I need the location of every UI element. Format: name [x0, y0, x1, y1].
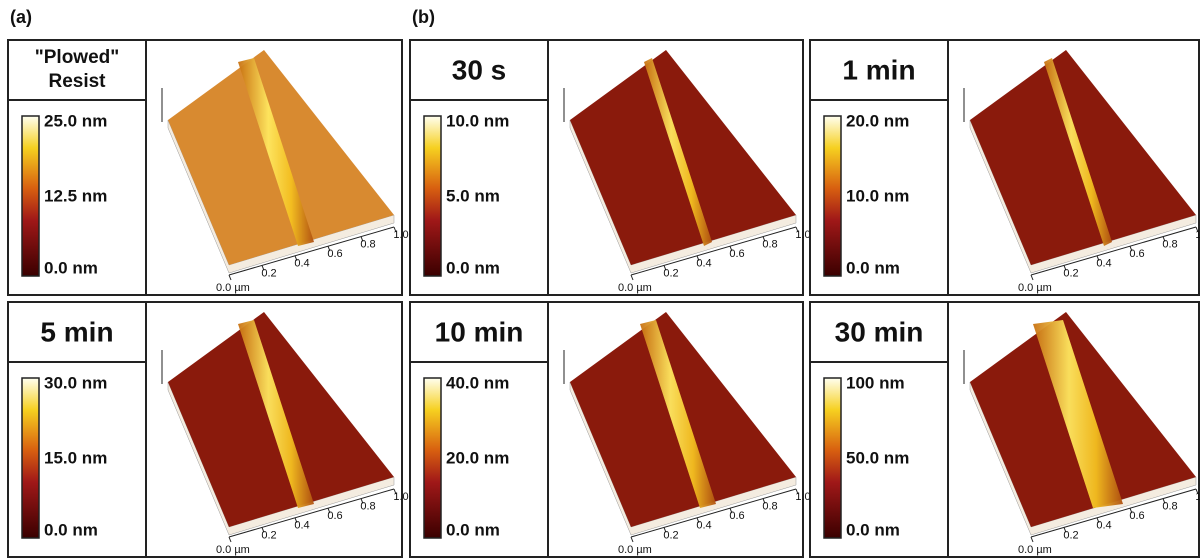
scale-min: 0.0 nm: [446, 520, 500, 539]
axis-label: 1.0: [795, 229, 810, 241]
axis-tick: [1031, 275, 1033, 280]
scale-min: 0.0 nm: [44, 520, 98, 539]
panel-title: 30 min: [835, 316, 924, 347]
color-bar: [22, 378, 39, 538]
scale-min: 0.0 nm: [846, 520, 900, 539]
panel-title: 5 min: [40, 316, 113, 347]
panel-title: 10 min: [435, 316, 524, 347]
axis-label: 0.2: [663, 267, 678, 279]
panel-title: 30 s: [452, 54, 507, 85]
scale-mid: 12.5 nm: [44, 186, 107, 205]
axis-label: 0.6: [1129, 510, 1144, 522]
scale-min: 0.0 nm: [446, 258, 500, 277]
axis-label: 0.2: [261, 529, 276, 541]
axis-label: 0.0 µm: [1018, 282, 1052, 294]
axis-label: 0.0 µm: [1018, 544, 1052, 556]
axis-label: 0.8: [762, 239, 777, 251]
panel-title: 1 min: [842, 54, 915, 85]
axis-label: 0.4: [696, 520, 711, 532]
axis-label: 0.6: [327, 248, 342, 260]
axis-label: 0.6: [729, 510, 744, 522]
axis-label: 0.0 µm: [618, 282, 652, 294]
scale-mid: 10.0 nm: [846, 186, 909, 205]
color-bar: [22, 116, 39, 276]
scale-mid: 15.0 nm: [44, 448, 107, 467]
panel-title: Resist: [48, 71, 106, 92]
axis-label: 0.6: [729, 248, 744, 260]
panel-label: (b): [412, 7, 435, 27]
axis-label: 0.4: [294, 520, 309, 532]
axis-label: 0.2: [663, 529, 678, 541]
axis-tick: [1031, 537, 1033, 542]
axis-label: 1.0: [393, 491, 408, 503]
axis-label: 0.8: [1162, 239, 1177, 251]
scale-mid: 50.0 nm: [846, 448, 909, 467]
axis-label: 0.2: [1063, 267, 1078, 279]
scale-max: 25.0 nm: [44, 111, 107, 130]
axis-label: 0.4: [1096, 520, 1111, 532]
axis-tick: [229, 537, 231, 542]
scale-max: 10.0 nm: [446, 111, 509, 130]
axis-label: 1.0: [1195, 491, 1200, 503]
axis-label: 0.8: [1162, 501, 1177, 513]
panel-label: (a): [10, 7, 32, 27]
axis-label: 1.0: [1195, 229, 1200, 241]
axis-label: 0.4: [294, 258, 309, 270]
axis-label: 1.0: [795, 491, 810, 503]
color-bar: [824, 378, 841, 538]
color-bar: [424, 116, 441, 276]
axis-label: 0.8: [762, 501, 777, 513]
axis-label: 0.6: [327, 510, 342, 522]
panel-title: "Plowed": [35, 47, 120, 68]
scale-max: 30.0 nm: [44, 373, 107, 392]
axis-label: 0.6: [1129, 248, 1144, 260]
color-bar: [424, 378, 441, 538]
axis-label: 0.2: [261, 267, 276, 279]
axis-label: 0.0 µm: [216, 282, 250, 294]
axis-tick: [631, 275, 633, 280]
axis-label: 0.4: [696, 258, 711, 270]
scale-max: 20.0 nm: [846, 111, 909, 130]
axis-label: 1.0: [393, 229, 408, 241]
scale-min: 0.0 nm: [846, 258, 900, 277]
axis-tick: [631, 537, 633, 542]
scale-max: 40.0 nm: [446, 373, 509, 392]
axis-label: 0.2: [1063, 529, 1078, 541]
scale-max: 100 nm: [846, 373, 905, 392]
scale-mid: 5.0 nm: [446, 186, 500, 205]
figure: (a) (b) "Plowed" Resist 25.0 nm 12.5 nm 0.0 …: [0, 0, 1200, 558]
axis-label: 0.0 µm: [216, 544, 250, 556]
axis-tick: [229, 275, 231, 280]
axis-label: 0.0 µm: [618, 544, 652, 556]
axis-label: 0.4: [1096, 258, 1111, 270]
axis-label: 0.8: [360, 239, 375, 251]
scale-min: 0.0 nm: [44, 258, 98, 277]
scale-mid: 20.0 nm: [446, 448, 509, 467]
axis-label: 0.8: [360, 501, 375, 513]
color-bar: [824, 116, 841, 276]
